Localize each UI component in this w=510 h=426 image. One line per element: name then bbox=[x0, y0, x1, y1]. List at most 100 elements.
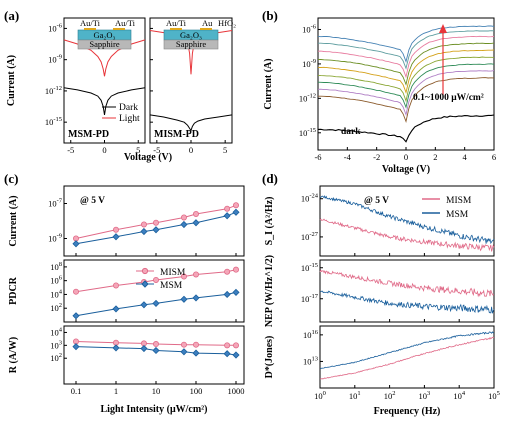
panel-c-xlabel: Light Intensity (μW/cm²) bbox=[101, 404, 208, 415]
panel-c-marker-msm bbox=[72, 240, 80, 248]
panel-c-marker-misms bbox=[232, 202, 239, 209]
panel-c-marker-misms bbox=[180, 273, 187, 280]
inset-contact-left bbox=[84, 28, 96, 30]
panel-b-xtick-label: -4 bbox=[344, 152, 352, 162]
panel-c-ytick-label: 10-9 bbox=[48, 233, 62, 244]
panel-d-ytick-label: 1013 bbox=[303, 355, 318, 366]
panel-label-b: (b) bbox=[262, 8, 278, 23]
inset-contact-label: Au/Ti bbox=[166, 18, 187, 28]
panel-c-frame-1 bbox=[63, 185, 245, 257]
legend-dark-label: Dark bbox=[119, 103, 138, 113]
panel-c-marker-misms bbox=[180, 214, 187, 221]
panel-c-ytick-label: 102 bbox=[50, 302, 62, 313]
panel-c-marker-misms bbox=[180, 341, 187, 348]
panel-d-ytick-label: 10-17 bbox=[301, 293, 319, 304]
panel-c-marker-msm bbox=[112, 233, 120, 241]
panel-c-marker-misms bbox=[113, 282, 120, 289]
panel-c-ylabel-2: PDCR bbox=[8, 276, 19, 305]
legend-msm-marker bbox=[141, 280, 149, 288]
panel-d-ylabel-1: S_I (A²/Hz) bbox=[264, 197, 275, 246]
panel-b-xtick-label: -6 bbox=[314, 152, 321, 162]
panel-c-marker-msm bbox=[223, 350, 231, 358]
panel-b-series-10 bbox=[317, 56, 495, 103]
panel-c-marker-msm bbox=[192, 349, 200, 357]
panel-c-marker-misms bbox=[73, 288, 80, 295]
panel-c-ytick-label: 104 bbox=[50, 326, 63, 337]
panel-d-ytick-label: 1016 bbox=[303, 329, 319, 340]
panel-d-frame-3 bbox=[319, 325, 495, 389]
panel-c-marker-msm bbox=[112, 344, 120, 352]
legend-msm-label: MSM bbox=[160, 281, 183, 291]
panel-b-series-100 bbox=[317, 42, 495, 86]
panel-c-marker-misms bbox=[192, 341, 199, 348]
panel-a-device-name: MSM-PD bbox=[68, 129, 109, 140]
panel-c-xtick-label: 1000 bbox=[228, 386, 245, 396]
panel-c-marker-misms bbox=[152, 341, 159, 348]
panel-c-series-msm bbox=[75, 291, 237, 317]
inset-contact-label: Au bbox=[202, 18, 213, 28]
panel-c-series-mism bbox=[75, 269, 237, 293]
panel-b-annotation-range: 0.1~1000 μW/cm² bbox=[413, 93, 484, 103]
panel-a-xtick-label: 0 bbox=[102, 145, 106, 155]
panel-c-ylabel-3: R (A/W) bbox=[8, 337, 19, 373]
panel-c-marker-msm bbox=[232, 288, 240, 296]
panel-b-xtick-label: -2 bbox=[373, 152, 380, 162]
panel-c-marker-msm bbox=[180, 348, 188, 356]
legend-d-misms-label: MISM bbox=[446, 196, 472, 206]
panel-c-marker-misms bbox=[113, 226, 120, 233]
panel-c-marker-misms bbox=[232, 342, 239, 349]
panel-d-series-mism bbox=[319, 336, 495, 380]
panel-b-annotation-dark: dark bbox=[341, 127, 361, 137]
panel-c-xtick-label: 1 bbox=[114, 386, 118, 396]
panel-c-marker-msm bbox=[140, 227, 148, 236]
panel-b-series-50 bbox=[317, 49, 495, 94]
legend-misms-label: MISM bbox=[160, 268, 186, 278]
panel-c-marker-msm bbox=[152, 346, 160, 355]
panel-b-arrow-head bbox=[439, 24, 447, 33]
inset-contact-right bbox=[200, 28, 212, 30]
panel-b-series-300 bbox=[317, 35, 495, 79]
panel-c-series-msm bbox=[75, 211, 237, 245]
panel-d-xtick-label: 103 bbox=[419, 390, 431, 401]
panel-d-xtick-label: 100 bbox=[314, 390, 326, 401]
panel-b-series-dark bbox=[317, 114, 495, 143]
panel-b-xtick-label: 4 bbox=[463, 152, 468, 162]
panel-d-xtick-label: 102 bbox=[384, 390, 396, 401]
panel-c-marker-msm bbox=[180, 295, 188, 303]
panel-c-marker-msm bbox=[140, 344, 148, 353]
panel-c-series-msm bbox=[75, 346, 237, 356]
panel-a-xtick-label: 5 bbox=[136, 145, 140, 155]
panel-label-c: (c) bbox=[4, 171, 18, 186]
inset-ga2o3-label: Ga₂O₃ bbox=[94, 30, 116, 40]
panel-c-marker-msm bbox=[152, 226, 160, 234]
panel-c-marker-misms bbox=[192, 271, 199, 278]
panel-c-marker-msm bbox=[140, 301, 148, 309]
panel-d-series-msm bbox=[319, 195, 495, 245]
panel-c-ytick-label: 102 bbox=[50, 352, 62, 363]
panel-d-ytick-label: 10-15 bbox=[301, 262, 318, 273]
panel-c-marker-msm bbox=[223, 212, 231, 220]
panel-c-marker-msm bbox=[180, 220, 188, 229]
inset-sapphire-label: Sapphire bbox=[89, 39, 119, 49]
panel-c-marker-msm bbox=[192, 294, 200, 302]
inset-contact-label: Au/Ti bbox=[115, 18, 136, 28]
panel-b-xtick-label: 6 bbox=[492, 152, 496, 162]
inset-sapphire-layer bbox=[77, 39, 132, 50]
panel-c-marker-msm bbox=[72, 312, 80, 320]
panel-c-ytick-label: 103 bbox=[50, 339, 62, 350]
panel-c-ytick-label: 104 bbox=[50, 288, 63, 299]
panel-c-marker-msm bbox=[152, 299, 160, 307]
panel-d-series-mism bbox=[319, 218, 495, 252]
panel-c-marker-msm bbox=[232, 208, 240, 216]
panel-b-xlabel: Voltage (V) bbox=[382, 164, 430, 175]
panel-c-marker-misms bbox=[224, 342, 231, 349]
panel-a-xtick-label: -5 bbox=[67, 145, 74, 155]
panel-c-marker-misms bbox=[140, 221, 147, 228]
panel-d-ylabel-2: NEP (W/Hz^1/2) bbox=[264, 255, 275, 327]
panel-d-ytick-label: 10-27 bbox=[301, 231, 319, 242]
inset-contact-left bbox=[170, 28, 182, 30]
panel-d-frame-2 bbox=[319, 259, 495, 323]
panel-a-xtick-label: 5 bbox=[223, 145, 227, 155]
panel-a-ytick-label: 10-15 bbox=[45, 116, 62, 127]
panel-a-xtick-label: -5 bbox=[153, 145, 160, 155]
